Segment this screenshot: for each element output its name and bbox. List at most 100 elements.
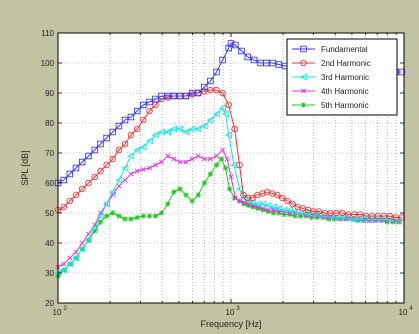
data-point-5th-harmonic (292, 213, 298, 219)
data-point-5th-harmonic (134, 214, 140, 221)
data-point-5th-harmonic (158, 210, 165, 216)
x-tick-label: 10 (53, 308, 62, 317)
data-point-fundamental (263, 59, 270, 67)
data-point-2nd-harmonic (146, 107, 153, 115)
data-point-3rd-harmonic (285, 206, 293, 214)
legend-marker (300, 102, 307, 108)
data-point-fundamental (85, 152, 92, 160)
legend: Fundamental 2nd Harmonic 3rd Harmonic 4th H… (286, 38, 398, 116)
data-point-4th-harmonic (207, 156, 213, 162)
data-point-5th-harmonic (326, 216, 332, 222)
y-axis-label: SPL [dB] (20, 150, 30, 185)
data-point-fundamental (398, 68, 405, 76)
data-point-3rd-harmonic (96, 212, 104, 220)
data-point-2nd-harmonic (231, 125, 238, 133)
data-point-3rd-harmonic (264, 201, 272, 210)
data-point-2nd-harmonic (115, 146, 123, 154)
data-point-fundamental (232, 41, 239, 49)
data-point-fundamental (152, 95, 159, 103)
data-point-2nd-harmonic (219, 89, 226, 97)
data-point-fundamental (238, 47, 245, 55)
x-tick-label: 10 (226, 308, 235, 317)
data-point-5th-harmonic (97, 219, 104, 225)
data-point-4th-harmonic (67, 255, 73, 261)
data-point-5th-harmonic (226, 186, 233, 192)
series-line-2nd-harmonic (57, 89, 402, 218)
y-tick-label: 30 (45, 269, 54, 278)
data-point-5th-harmonic (276, 210, 282, 216)
data-point-4th-harmonic (228, 174, 234, 180)
legend-entry-fundamental: Fundamental (292, 45, 368, 54)
data-point-2nd-harmonic (289, 200, 296, 208)
data-point-fundamental (66, 170, 74, 178)
data-point-4th-harmonic (220, 147, 226, 153)
data-point-2nd-harmonic (244, 194, 252, 202)
data-point-fundamental (188, 89, 196, 97)
data-point-3rd-harmonic (108, 188, 116, 196)
data-point-3rd-harmonic (102, 200, 110, 208)
data-point-4th-harmonic (236, 198, 243, 204)
data-point-3rd-harmonic (90, 224, 98, 232)
data-point-5th-harmonic (255, 205, 261, 212)
data-point-3rd-harmonic (115, 176, 123, 184)
data-point-fundamental (269, 59, 276, 67)
data-point-2nd-harmonic (213, 86, 220, 94)
data-point-fundamental (244, 53, 252, 61)
data-point-5th-harmonic (245, 202, 251, 209)
data-point-4th-harmonic (152, 162, 159, 168)
data-point-3rd-harmonic (200, 122, 208, 130)
data-point-fundamental (219, 56, 226, 64)
data-point-4th-harmonic (73, 249, 79, 255)
data-point-fundamental (250, 56, 258, 64)
y-tick-label: 20 (45, 299, 54, 308)
data-point-3rd-harmonic (139, 143, 147, 151)
data-point-3rd-harmonic (65, 260, 74, 268)
data-point-4th-harmonic (183, 159, 189, 165)
data-point-2nd-harmonic (249, 194, 256, 202)
data-point-5th-harmonic (128, 216, 134, 222)
data-point-3rd-harmonic (240, 194, 248, 202)
legend-marker (300, 88, 307, 94)
data-point-2nd-harmonic (339, 209, 346, 217)
data-point-5th-harmonic (201, 180, 207, 186)
data-point-3rd-harmonic (78, 245, 86, 253)
data-point-4th-harmonic (270, 207, 276, 213)
data-point-fundamental (201, 83, 208, 91)
data-point-4th-harmonic (110, 192, 116, 198)
data-point-4th-harmonic (61, 261, 67, 267)
data-point-2nd-harmonic (201, 88, 208, 95)
data-point-fundamental (109, 128, 116, 136)
data-point-5th-harmonic (177, 186, 183, 192)
data-point-4th-harmonic (85, 231, 91, 237)
data-point-2nd-harmonic (97, 167, 104, 175)
data-point-3rd-harmonic (84, 236, 92, 244)
data-point-3rd-harmonic (133, 146, 141, 154)
data-point-5th-harmonic (152, 213, 159, 219)
data-point-2nd-harmonic (273, 191, 281, 199)
data-point-5th-harmonic (384, 219, 390, 225)
data-point-2nd-harmonic (356, 211, 364, 218)
data-point-4th-harmonic (276, 208, 282, 215)
data-point-4th-harmonic (92, 222, 98, 228)
data-point-5th-harmonic (314, 214, 320, 221)
data-point-fundamental (60, 176, 68, 184)
data-point-5th-harmonic (303, 213, 309, 219)
data-point-2nd-harmonic (121, 140, 129, 148)
data-point-fundamental (72, 164, 80, 172)
data-point-5th-harmonic (171, 189, 177, 195)
y-tick-label: 80 (45, 119, 54, 128)
series-line-3rd-harmonic (57, 107, 399, 274)
data-point-fundamental (78, 158, 86, 166)
data-point-4th-harmonic (97, 210, 103, 216)
legend-entry-4th-harmonic: 4th Harmonic (292, 87, 369, 96)
data-point-3rd-harmonic (176, 125, 184, 133)
data-point-2nd-harmonic (398, 214, 405, 221)
legend-entry-3rd-harmonic: 3rd Harmonic (292, 73, 369, 82)
data-point-3rd-harmonic (59, 266, 68, 274)
data-point-5th-harmonic (222, 165, 229, 171)
legend-label: 2nd Harmonic (321, 59, 371, 68)
data-point-5th-harmonic (165, 201, 171, 207)
data-point-fundamental (227, 40, 235, 47)
